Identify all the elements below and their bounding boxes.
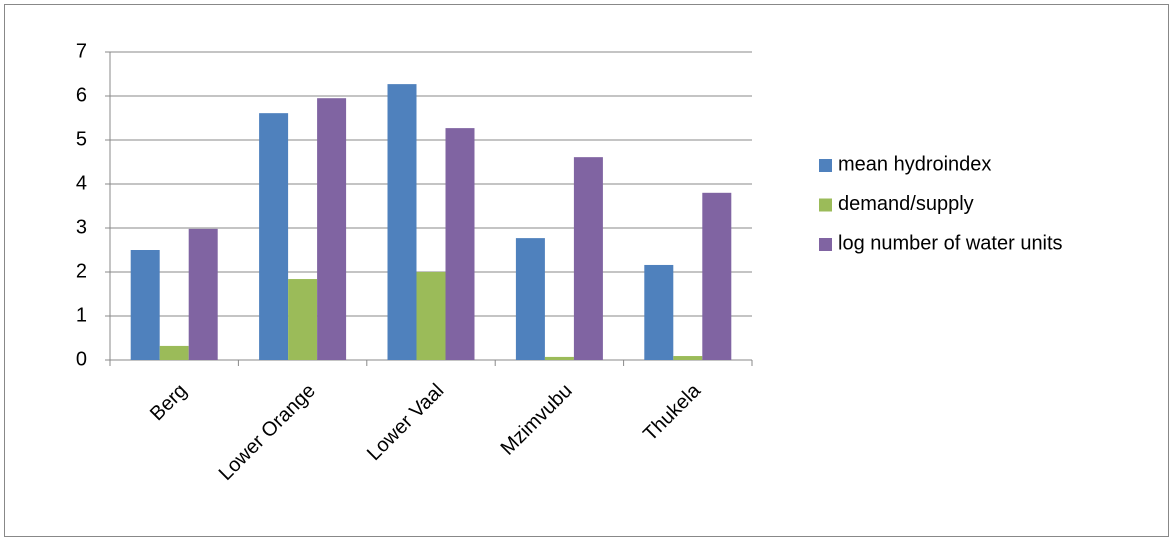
bar <box>702 192 732 360</box>
bar <box>159 345 189 360</box>
legend-swatch <box>819 159 832 172</box>
legend-swatch <box>819 198 832 212</box>
y-tick-label: 1 <box>76 304 87 326</box>
bar <box>573 157 603 360</box>
bar <box>288 279 318 360</box>
legend-label: mean hydroindex <box>838 153 991 175</box>
y-tick-label: 7 <box>76 40 87 62</box>
legend-swatch <box>819 238 832 251</box>
bar <box>259 113 289 360</box>
bar <box>445 128 475 360</box>
bar <box>130 250 160 360</box>
bar <box>644 264 674 360</box>
y-tick-label: 6 <box>76 84 87 106</box>
bar <box>515 238 545 360</box>
legend-label: log number of water units <box>838 232 1063 254</box>
bar <box>416 272 446 360</box>
y-tick-label: 5 <box>76 128 87 150</box>
y-tick-label: 4 <box>76 172 87 194</box>
bar <box>387 84 417 361</box>
y-tick-label: 3 <box>76 216 87 238</box>
bar <box>673 356 703 360</box>
bar <box>317 98 347 360</box>
bar <box>188 228 218 360</box>
y-tick-label: 0 <box>76 348 87 370</box>
legend-label: demand/supply <box>838 193 974 215</box>
bar <box>544 356 574 360</box>
y-tick-label: 2 <box>76 260 87 282</box>
